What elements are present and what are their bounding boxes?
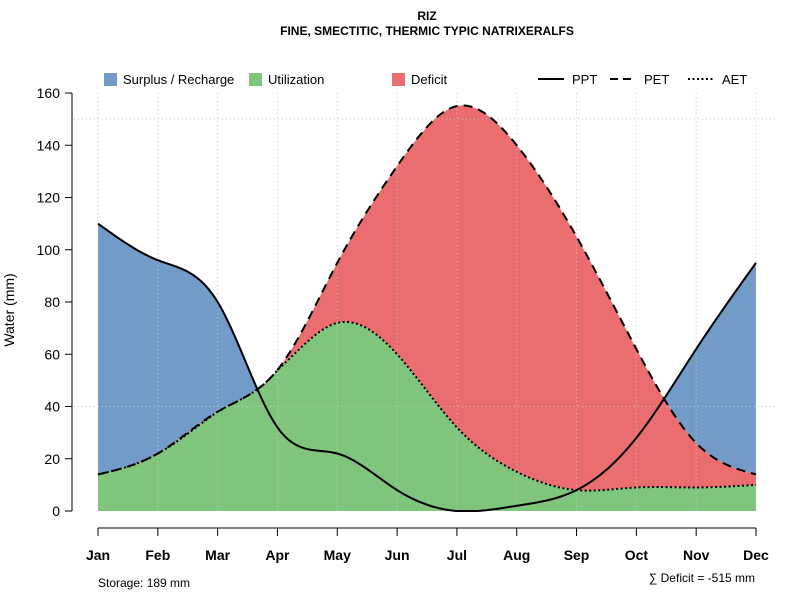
deficit-annotation: ∑ Deficit = -515 mm <box>649 571 755 585</box>
y-tick-label-120: 120 <box>37 190 61 206</box>
x-tick-label-nov: Nov <box>683 547 710 563</box>
y-tick-label-60: 60 <box>44 346 60 362</box>
x-tick-label-mar: Mar <box>205 547 230 563</box>
legend-label-deficit: Deficit <box>411 72 448 87</box>
fill-areas <box>98 105 756 511</box>
legend-label-surplus-recharge: Surplus / Recharge <box>123 72 234 87</box>
legend-label-pet: PET <box>644 72 669 87</box>
surplus-recharge-area <box>98 105 756 475</box>
utilization-area <box>98 321 756 511</box>
y-tick-label-40: 40 <box>44 399 60 415</box>
x-tick-label-jan: Jan <box>86 547 110 563</box>
storage-annotation: Storage: 189 mm <box>98 576 190 590</box>
legend-label-ppt: PPT <box>572 72 597 87</box>
y-tick-label-80: 80 <box>44 294 60 310</box>
deficit-area <box>98 105 756 491</box>
chart-title: RIZ <box>417 9 436 23</box>
x-tick-label-jul: Jul <box>447 547 467 563</box>
y-tick-label-0: 0 <box>52 503 60 519</box>
y-tick-label-140: 140 <box>37 137 61 153</box>
x-tick-label-sep: Sep <box>564 547 590 563</box>
chart-subtitle: FINE, SMECTITIC, THERMIC TYPIC NATRIXERA… <box>280 24 574 38</box>
legend-swatch-utilization <box>249 73 262 86</box>
y-tick-label-160: 160 <box>37 85 61 101</box>
ppt-line <box>97 222 757 512</box>
y-axis-label: Water (mm) <box>1 273 17 346</box>
axes: 0 20 40 60 80 100 120 140 160 Jan Feb Mar Apr May Jun J… <box>37 85 769 563</box>
legend-label-aet: AET <box>722 72 747 87</box>
pet-line <box>97 104 757 476</box>
x-tick-label-jun: Jun <box>385 547 410 563</box>
x-tick-label-may: May <box>324 547 351 563</box>
x-tick-label-feb: Feb <box>145 547 170 563</box>
legend-swatch-surplus-recharge <box>104 73 117 86</box>
x-tick-label-apr: Apr <box>265 547 290 563</box>
legend-label-utilization: Utilization <box>268 72 324 87</box>
series-lines <box>97 104 757 512</box>
legend: Surplus / Recharge Utilization Deficit PPT P… <box>104 72 747 87</box>
x-tick-label-aug: Aug <box>503 547 530 563</box>
y-tick-label-100: 100 <box>37 242 61 258</box>
legend-swatch-deficit <box>392 73 405 86</box>
x-tick-label-dec: Dec <box>743 547 769 563</box>
aet-line <box>97 320 757 492</box>
y-tick-label-20: 20 <box>44 451 60 467</box>
x-tick-label-oct: Oct <box>625 547 649 563</box>
